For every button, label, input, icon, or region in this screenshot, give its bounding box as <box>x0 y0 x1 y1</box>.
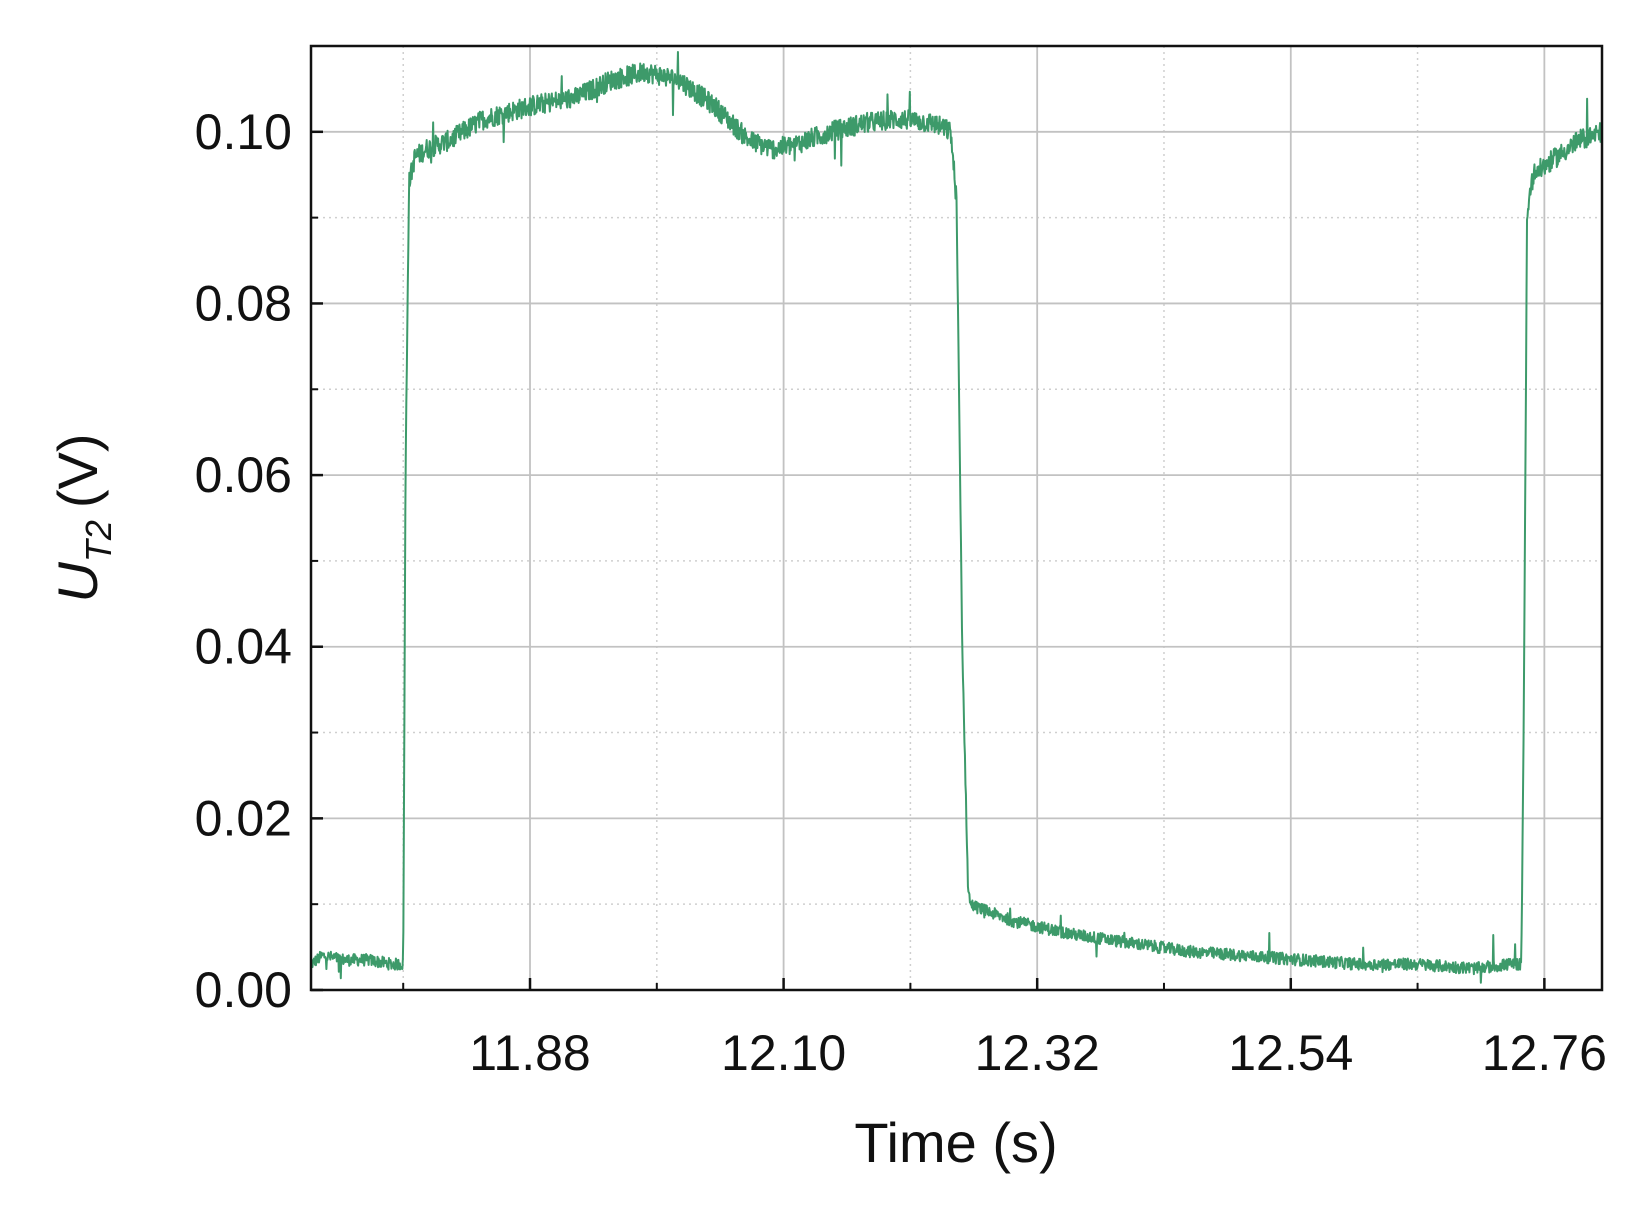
x-tick-label: 12.54 <box>1228 1025 1353 1081</box>
y-axis-title: UT2 (V) <box>46 433 119 602</box>
axis-ticks <box>311 130 1546 992</box>
x-tick-label: 12.10 <box>721 1025 846 1081</box>
y-tick-label: 0.10 <box>195 104 292 160</box>
x-axis-title: Time (s) <box>854 1111 1057 1174</box>
series-layer <box>310 50 1603 984</box>
x-tick-label: 12.32 <box>975 1025 1100 1081</box>
y-axis-symbol: U <box>46 562 109 603</box>
y-tick-label: 0.00 <box>195 962 292 1018</box>
y-tick-label: 0.06 <box>195 447 292 503</box>
y-tick-label: 0.02 <box>195 790 292 846</box>
y-tick-label: 0.08 <box>195 275 292 331</box>
svg-text:UT2(V): UT2 (V) <box>46 433 119 602</box>
series-line <box>310 50 1603 984</box>
y-tick-labels: 0.00 0.02 0.04 0.06 0.08 0.10 <box>195 104 292 1018</box>
y-tick-label: 0.04 <box>195 619 292 675</box>
y-axis-unit: (V) <box>46 433 109 508</box>
x-tick-label: 11.88 <box>469 1025 590 1081</box>
major-grid <box>311 46 1602 990</box>
plot-frame <box>309 44 1604 992</box>
x-tick-labels: 11.88 12.10 12.32 12.54 12.76 <box>469 1025 1607 1081</box>
y-axis-subscript: T2 <box>78 520 119 562</box>
x-tick-label: 12.76 <box>1482 1025 1607 1081</box>
